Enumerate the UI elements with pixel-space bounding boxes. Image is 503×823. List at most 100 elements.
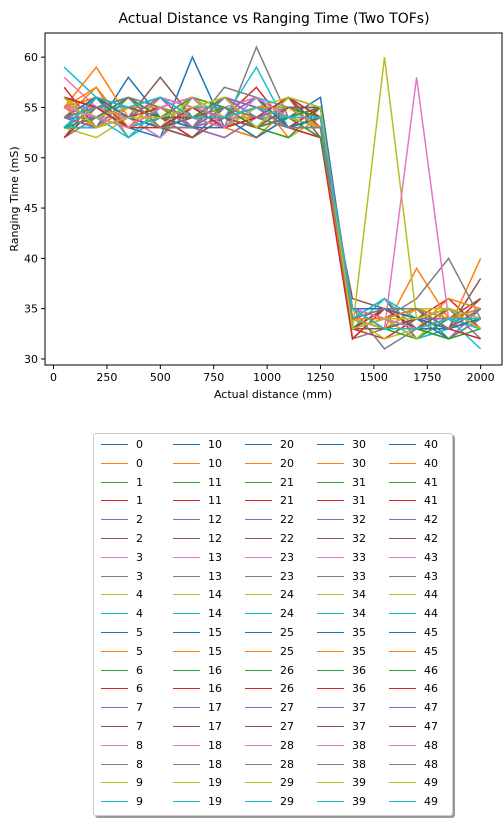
legend-swatch-73 xyxy=(317,688,344,690)
legend-swatch-60 xyxy=(317,444,344,445)
legend-swatch-84 xyxy=(389,519,416,521)
legend-swatch-26 xyxy=(173,556,200,558)
legend-entry-17: 8 xyxy=(101,757,143,772)
legend-entry-14: 7 xyxy=(101,700,143,715)
y-tick-label-3: 45 xyxy=(24,202,38,215)
legend-entry-90: 45 xyxy=(389,625,438,640)
legend-label-54: 27 xyxy=(280,701,294,715)
legend-swatch-5 xyxy=(101,538,128,539)
series-line-4 xyxy=(63,96,482,340)
legend-entry-33: 16 xyxy=(173,681,222,696)
legend-label-17: 8 xyxy=(136,757,143,771)
legend-entry-43: 21 xyxy=(245,493,294,508)
legend-entry-87: 43 xyxy=(389,569,438,584)
x-tick-label-7: 1750 xyxy=(413,371,441,384)
x-axis-label: Actual distance (mm) xyxy=(214,388,332,401)
legend-swatch-55 xyxy=(245,726,272,727)
legend-entry-85: 42 xyxy=(389,531,438,546)
legend-swatch-88 xyxy=(389,594,416,596)
legend-label-73: 36 xyxy=(352,682,366,696)
x-tick-label-4: 1000 xyxy=(253,371,281,384)
legend-label-57: 28 xyxy=(280,757,294,771)
legend-entry-3: 1 xyxy=(101,493,143,508)
legend-label-34: 17 xyxy=(208,701,222,715)
legend-label-79: 39 xyxy=(352,795,366,809)
legend-swatch-77 xyxy=(317,763,344,765)
legend-label-35: 17 xyxy=(208,720,222,733)
legend-entry-32: 16 xyxy=(173,663,222,678)
legend-label-75: 37 xyxy=(352,720,366,733)
legend-entry-38: 19 xyxy=(173,775,222,790)
legend-entry-88: 44 xyxy=(389,587,438,602)
legend-swatch-91 xyxy=(389,650,416,652)
legend-label-86: 43 xyxy=(424,550,438,564)
series-line-2 xyxy=(63,96,481,340)
legend-entry-82: 41 xyxy=(389,475,438,490)
legend-swatch-48 xyxy=(245,594,272,596)
legend-entry-42: 21 xyxy=(245,475,294,490)
x-tick-label-5: 1250 xyxy=(306,371,334,384)
legend-label-30: 15 xyxy=(208,626,222,639)
legend-entry-25: 12 xyxy=(173,531,222,546)
legend-label-10: 5 xyxy=(136,626,143,639)
legend-swatch-53 xyxy=(245,688,272,690)
series-line-91 xyxy=(63,106,481,320)
legend-label-99: 49 xyxy=(424,795,438,809)
legend-swatch-12 xyxy=(101,669,128,671)
chart-title: Actual Distance vs Ranging Time (Two TOF… xyxy=(118,11,429,27)
legend-entry-16: 8 xyxy=(101,738,143,753)
legend-entry-37: 18 xyxy=(173,757,222,772)
legend-entry-26: 13 xyxy=(173,550,222,565)
legend-label-96: 48 xyxy=(424,738,438,752)
legend-swatch-20 xyxy=(173,444,200,445)
legend-entry-13: 6 xyxy=(101,681,143,696)
legend-entry-84: 42 xyxy=(389,512,438,527)
legend-swatch-65 xyxy=(317,538,344,539)
legend-label-80: 40 xyxy=(424,438,438,451)
legend-swatch-27 xyxy=(173,575,200,577)
legend-label-27: 13 xyxy=(208,569,222,583)
legend-label-74: 37 xyxy=(352,701,366,715)
legend-label-8: 4 xyxy=(136,588,143,602)
legend-swatch-67 xyxy=(317,575,344,577)
x-tick-label-2: 500 xyxy=(150,371,171,384)
legend-label-43: 21 xyxy=(280,494,294,508)
legend-entry-9: 4 xyxy=(101,606,143,621)
legend-swatch-97 xyxy=(389,763,416,765)
legend-swatch-38 xyxy=(173,782,200,784)
legend-swatch-50 xyxy=(245,632,272,633)
legend-label-55: 27 xyxy=(280,720,294,733)
legend-label-70: 35 xyxy=(352,626,366,639)
y-tick-label-0: 30 xyxy=(24,353,38,366)
legend-entry-18: 9 xyxy=(101,775,143,790)
legend-entry-1: 0 xyxy=(101,456,143,471)
legend-entry-61: 30 xyxy=(317,456,366,471)
legend-label-66: 33 xyxy=(352,550,366,564)
legend-label-60: 30 xyxy=(352,438,366,451)
legend-entry-95: 47 xyxy=(389,719,438,734)
legend-label-38: 19 xyxy=(208,776,222,790)
legend-swatch-40 xyxy=(245,444,272,445)
legend-entry-19: 9 xyxy=(101,794,143,809)
legend-swatch-68 xyxy=(317,594,344,596)
legend-entry-52: 26 xyxy=(245,663,294,678)
legend-swatch-86 xyxy=(389,556,416,558)
legend-swatch-79 xyxy=(317,801,344,803)
legend-label-41: 20 xyxy=(280,456,294,470)
legend-swatch-92 xyxy=(389,669,416,671)
legend-swatch-15 xyxy=(101,726,128,727)
legend-entry-2: 1 xyxy=(101,475,143,490)
legend-label-44: 22 xyxy=(280,513,294,527)
legend-entry-51: 25 xyxy=(245,644,294,659)
legend-swatch-32 xyxy=(173,669,200,671)
legend-swatch-24 xyxy=(173,519,200,521)
legend-swatch-29 xyxy=(173,613,200,615)
legend-swatch-14 xyxy=(101,707,128,709)
legend-swatch-95 xyxy=(389,726,416,727)
legend-label-3: 1 xyxy=(136,494,143,508)
legend-label-48: 24 xyxy=(280,588,294,602)
legend-label-26: 13 xyxy=(208,550,222,564)
legend-label-5: 2 xyxy=(136,532,143,545)
legend-entry-0: 0 xyxy=(101,437,143,452)
